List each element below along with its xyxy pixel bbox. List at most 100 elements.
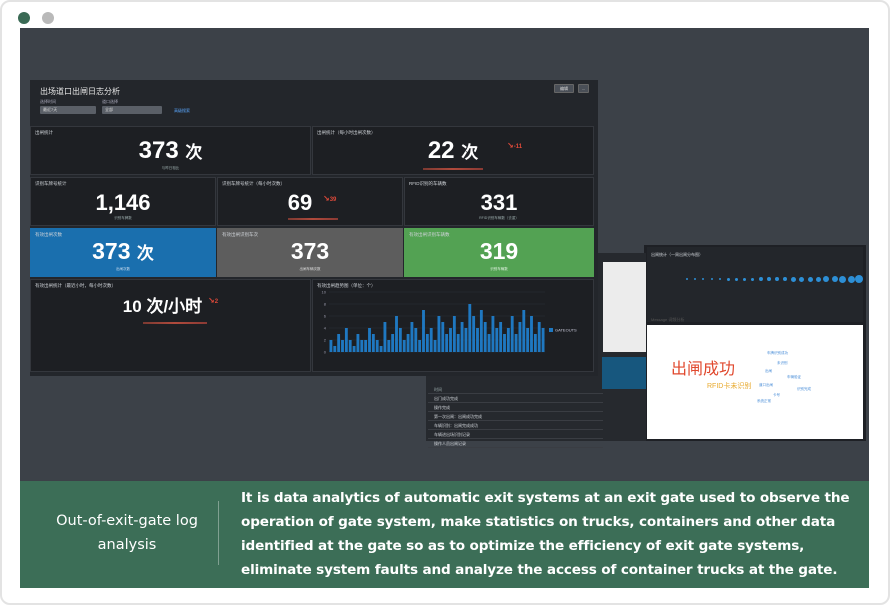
bar <box>360 340 364 352</box>
panel-valid-count[interactable]: 有效出闸识别车辆数 319 识别车辆数 <box>404 228 594 277</box>
bar <box>406 334 410 352</box>
bar <box>395 316 398 352</box>
dashboard-screenshot: 出闸统计（一周出闸分布图） Message 词频分析 出闸成功 RFID卡未识别… <box>20 28 869 481</box>
panel-label: 有效出闸次数 <box>35 232 62 237</box>
bubble <box>694 278 697 280</box>
bar <box>506 328 510 352</box>
caption-title: Out-of-exit-gate log analysis <box>56 513 198 553</box>
bar <box>499 322 503 352</box>
panel-value: 373 次 <box>138 137 203 164</box>
bar-chart: 0 2 4 6 8 10 GATEOUTS <box>322 290 577 355</box>
bar <box>537 322 541 352</box>
y-tick-label: 0 <box>324 350 327 355</box>
list-item[interactable]: 第一次出闸：出闸成功完成 <box>428 412 603 421</box>
wordcloud-word-mid: RFID卡未识别 <box>707 383 752 390</box>
bar <box>468 304 472 352</box>
list-item[interactable]: 出门成功完成 <box>428 394 603 403</box>
bubble <box>847 275 855 283</box>
panel-value: 373 次 <box>92 238 154 264</box>
bar <box>522 310 526 352</box>
bar <box>449 328 452 352</box>
bar <box>391 334 395 352</box>
panel-plate-hourly[interactable]: 识别车牌号统计（每小时次数） 69 ↘39 <box>217 177 403 226</box>
wordcloud-word: 卡号 <box>773 393 780 397</box>
bar <box>483 322 487 352</box>
popup-right: 出闸统计（一周出闸分布图） Message 词频分析 出闸成功 RFID卡未识别… <box>644 245 866 441</box>
panel-label: 有效出闸识别车辆数 <box>409 232 450 237</box>
list-item[interactable]: 车辆识别：出闸完成成功 <box>428 421 603 430</box>
bar <box>379 346 383 352</box>
bar <box>410 322 414 352</box>
panel-label: 有效出闸趋势图（单位：个） <box>317 283 376 288</box>
bar <box>491 316 495 352</box>
bar <box>476 328 479 352</box>
panel-value: 1,146 <box>95 190 151 215</box>
popup-table <box>603 262 646 352</box>
wordcloud-title: Message 词频分析 <box>651 317 685 322</box>
bar <box>383 322 387 352</box>
panel-exit-count[interactable]: 出闸统计 373 次 与昨日相比 <box>30 126 311 175</box>
bar <box>337 334 341 352</box>
panel-trend-chart[interactable]: 有效出闸趋势图（单位：个） 0 2 4 6 8 10 GATEOUTS <box>312 279 594 372</box>
bubble <box>855 275 864 283</box>
panel-label: 出闸统计 <box>35 130 53 135</box>
filter-gate-select[interactable]: 全部 <box>102 106 162 114</box>
list-item[interactable]: 车辆进出场识别记录 <box>428 430 603 439</box>
bar <box>418 340 422 352</box>
bar <box>429 328 433 352</box>
wordcloud-word: 道口出闸 <box>759 383 773 387</box>
main-dashboard: 出场道口出闸日志分析 选择时间 最近7天 道口选择 全部 高级搜索 编辑 ...… <box>30 80 598 376</box>
bubble <box>767 277 771 281</box>
bubble <box>726 277 730 281</box>
panel-exit-hourly[interactable]: 出闸统计（每小时出闸次数） 22 次 ↘-11 <box>312 126 594 175</box>
bar <box>371 334 375 352</box>
panel-plate-count[interactable]: 识别车牌号统计 1,146 识别车牌数 <box>30 177 216 226</box>
window-dot-green[interactable] <box>18 12 30 24</box>
panel-label: 有效出闸识别车次 <box>222 232 258 237</box>
panel-sub: 与昨日相比 <box>161 166 180 170</box>
edit-button[interactable]: 编辑 <box>554 84 574 93</box>
bar <box>356 334 360 352</box>
bar <box>445 334 449 352</box>
panel-rfid[interactable]: RFID识别的车辆数 331 RFID识别车辆数（去重） <box>404 177 594 226</box>
bubble <box>702 278 705 280</box>
bar <box>352 346 356 352</box>
bar <box>495 328 499 352</box>
bubble <box>718 278 721 280</box>
filter-label: 道口选择 <box>102 99 118 104</box>
list-item[interactable]: 操作人员出闸记录 <box>428 439 603 448</box>
bar <box>452 316 456 352</box>
bar <box>541 328 545 352</box>
legend-swatch <box>549 328 553 332</box>
panel-value: 69 <box>287 190 313 215</box>
bar <box>341 340 344 352</box>
panel-valid-hourly[interactable]: 有效出闸统计（最近小时，每小时次数） 10 次/小时 ↘2 <box>30 279 311 372</box>
panel-label: 出闸统计（每小时出闸次数） <box>317 130 376 135</box>
panel-valid-vehicle[interactable]: 有效出闸识别车次 373 出闸车辆次数 <box>217 228 403 277</box>
bubble <box>831 276 838 282</box>
y-tick-label: 4 <box>324 326 327 331</box>
filter-label: 选择时间 <box>40 99 56 104</box>
y-tick-label: 10 <box>322 290 327 295</box>
bar <box>422 310 425 352</box>
caption-bar: Out-of-exit-gate log analysis It is data… <box>20 481 869 588</box>
more-button[interactable]: ... <box>578 84 589 93</box>
advanced-search-link[interactable]: 高级搜索 <box>174 108 190 113</box>
filter-time-select[interactable]: 最近7天 <box>40 106 96 114</box>
bar <box>364 340 368 352</box>
panel-sub: 出闸车辆次数 <box>299 267 321 271</box>
panel-sub: 识别车牌数 <box>114 216 132 220</box>
panel-valid-exit[interactable]: 有效出闸次数 373 次 出闸次数 <box>30 228 216 277</box>
list-item[interactable]: 操作完成 <box>428 403 603 412</box>
caption-text: It is data analytics of automatic exit s… <box>241 490 850 578</box>
panel-sub: RFID识别车辆数（去重） <box>479 216 519 220</box>
panel-label: 识别车牌号统计 <box>35 181 67 186</box>
bar <box>503 334 506 352</box>
bar <box>487 334 491 352</box>
bubble-chart-title: 出闸统计（一周出闸分布图） <box>651 252 703 257</box>
bubble <box>734 277 738 281</box>
sparkline <box>423 168 483 170</box>
wordcloud-word: 系统正常 <box>757 399 771 403</box>
bar <box>456 334 460 352</box>
window-dot-gray[interactable] <box>42 12 54 24</box>
